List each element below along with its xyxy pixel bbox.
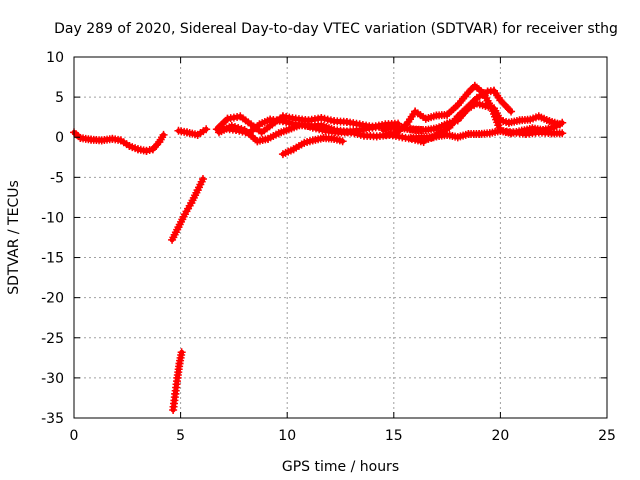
y-tick-label: -15 [41, 251, 64, 267]
chart-title: Day 289 of 2020, Sidereal Day-to-day VTE… [54, 21, 618, 37]
y-tick-label: -10 [41, 210, 64, 226]
y-tick-label: 5 [55, 90, 64, 106]
x-tick-label: 0 [70, 428, 79, 444]
x-tick-label: 20 [491, 428, 509, 444]
data-point [198, 174, 207, 183]
x-tick-label: 15 [385, 428, 403, 444]
series-trace-a [70, 128, 168, 155]
data-point [338, 137, 347, 146]
y-axis-label: SDTVAR / TECUs [6, 180, 22, 295]
y-tick-label: 0 [55, 130, 64, 146]
data-point [507, 107, 516, 116]
data-point [177, 348, 186, 357]
plot-frame [73, 56, 608, 419]
x-tick-label: 5 [176, 428, 185, 444]
y-tick-label: 10 [46, 50, 64, 66]
data-point [202, 125, 211, 134]
series-trace-b [168, 174, 207, 244]
series-trace-h [278, 134, 347, 159]
y-tick-label: -30 [41, 371, 64, 387]
ticks: 0 5 10 15 20 25 10 5 0 -5 -10 -15 -20 -25 -30 -35 [41, 50, 616, 444]
series-trace-d [174, 125, 211, 139]
series-trace-c [169, 348, 186, 414]
grid [74, 57, 607, 418]
y-tick-label: -25 [41, 331, 64, 347]
data-point [159, 130, 168, 139]
data-point [558, 129, 567, 138]
series-layer [70, 81, 567, 414]
y-tick-label: -20 [41, 291, 64, 307]
x-axis-label: GPS time / hours [282, 459, 399, 475]
x-tick-label: 10 [278, 428, 296, 444]
y-tick-label: -35 [41, 411, 64, 427]
data-point [556, 120, 565, 129]
y-tick-label: -5 [50, 170, 64, 186]
x-tick-label: 25 [598, 428, 616, 444]
series-trace-l [421, 126, 567, 144]
